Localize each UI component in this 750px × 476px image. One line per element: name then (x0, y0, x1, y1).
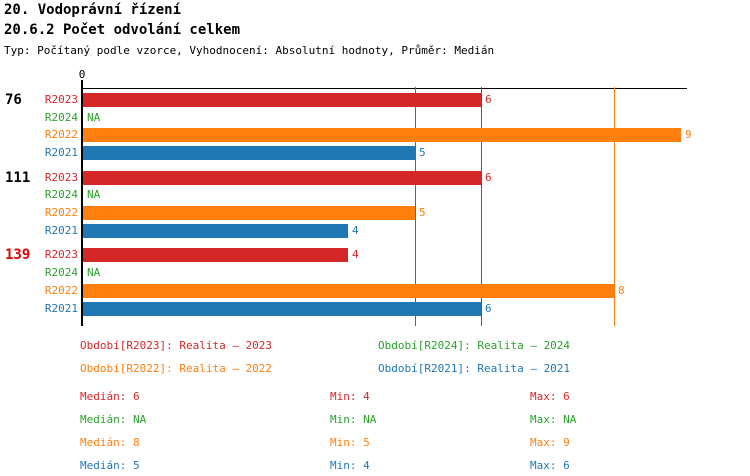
report-title: 20. Vodoprávní řízení (4, 2, 182, 18)
legend-item-4: Období[R2021]: Realita – 2021 (378, 362, 571, 375)
bar-value-label: 6 (485, 93, 492, 106)
bar-value-label: 6 (485, 302, 492, 315)
bar-R2023 (83, 171, 481, 185)
row-label-R2024: R2024 (44, 188, 78, 201)
min-stat-label: Min: NA (330, 413, 377, 426)
max-stat-label: Max: 9 (530, 436, 570, 449)
median-line-R2021 (415, 87, 416, 326)
chart-title: 20.6.2 Počet odvolání celkem (4, 22, 241, 38)
chart-subtitle: Typ: Počítaný podle vzorce, Vyhodnocení:… (4, 44, 495, 57)
bar-R2023 (83, 93, 481, 107)
row-label-R2021: R2021 (44, 224, 78, 237)
bar-value-label: 5 (419, 146, 426, 159)
group-label: 111 (5, 170, 31, 186)
row-label-R2022: R2022 (44, 206, 78, 219)
median-stat-label: Medián: 5 (80, 459, 140, 472)
bar-value-label: 8 (618, 284, 625, 297)
na-label: NA (87, 111, 101, 124)
median-stat-label: Medián: 8 (80, 436, 140, 449)
min-stat-label: Min: 4 (330, 459, 370, 472)
row-label-R2021: R2021 (44, 146, 78, 159)
bar-R2022 (83, 206, 415, 220)
bar-R2022 (83, 284, 614, 298)
y-axis-line (81, 80, 83, 326)
na-label: NA (87, 266, 101, 279)
bar-R2022 (83, 128, 681, 142)
median-line-R2023 (481, 87, 482, 326)
max-stat-label: Max: 6 (530, 390, 570, 403)
median-stat-label: Medián: 6 (80, 390, 140, 403)
min-stat-label: Min: 4 (330, 390, 370, 403)
bar-R2021 (83, 224, 348, 238)
bar-value-label: 5 (419, 206, 426, 219)
row-label-R2022: R2022 (44, 284, 78, 297)
bar-R2021 (83, 146, 415, 160)
max-stat-label: Max: NA (530, 413, 577, 426)
row-label-R2022: R2022 (44, 128, 78, 141)
group-label: 76 (5, 92, 22, 108)
row-label-R2021: R2021 (44, 302, 78, 315)
row-label-R2024: R2024 (44, 266, 78, 279)
bar-value-label: 4 (352, 224, 359, 237)
row-label-R2023: R2023 (44, 248, 78, 261)
bar-R2021 (83, 302, 481, 316)
median-line-R2022 (614, 87, 615, 326)
group-label: 139 (5, 247, 31, 263)
bar-R2023 (83, 248, 348, 262)
row-label-R2023: R2023 (44, 93, 78, 106)
min-stat-label: Min: 5 (330, 436, 370, 449)
row-label-R2024: R2024 (44, 111, 78, 124)
row-label-R2023: R2023 (44, 171, 78, 184)
legend-item-2: Období[R2024]: Realita – 2024 (378, 339, 571, 352)
bar-value-label: 6 (485, 171, 492, 184)
x-axis-line (82, 88, 687, 89)
bar-value-label: 4 (352, 248, 359, 261)
bar-value-label: 9 (685, 128, 692, 141)
legend-item-1: Období[R2023]: Realita – 2023 (80, 339, 273, 352)
axis-origin-tick-label: 0 (78, 68, 86, 81)
median-stat-label: Medián: NA (80, 413, 147, 426)
max-stat-label: Max: 6 (530, 459, 570, 472)
legend-item-3: Období[R2022]: Realita – 2022 (80, 362, 273, 375)
na-label: NA (87, 188, 101, 201)
